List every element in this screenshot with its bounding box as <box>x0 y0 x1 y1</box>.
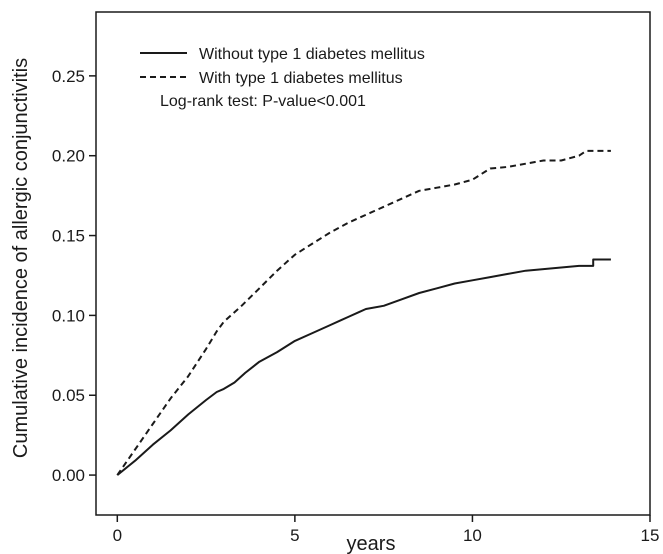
legend-label-without-t1dm: Without type 1 diabetes mellitus <box>199 46 425 63</box>
y-tick-label: 0.25 <box>52 67 85 86</box>
x-tick-label: 10 <box>463 526 482 545</box>
y-tick-label: 0.15 <box>52 227 85 246</box>
x-tick-label: 15 <box>641 526 660 545</box>
series-layer <box>116 149 611 476</box>
y-tick-label: 0.10 <box>52 306 85 325</box>
y-tick-label: 0.00 <box>52 466 85 485</box>
legend-label-with-t1dm: With type 1 diabetes mellitus <box>199 70 403 87</box>
plot-frame <box>95 11 651 516</box>
log-rank-annotation: Log-rank test: P-value<0.001 <box>160 93 366 110</box>
series-line-with-t1dm <box>116 149 611 476</box>
legend: Without type 1 diabetes mellitus With ty… <box>140 46 425 110</box>
x-tick-label: 5 <box>290 526 299 545</box>
series-line-without-t1dm <box>116 258 611 476</box>
y-axis-title: Cumulative incidence of allergic conjunc… <box>10 58 32 458</box>
y-tick-label: 0.20 <box>52 147 85 166</box>
y-tick-label: 0.05 <box>52 386 85 405</box>
y-axis-ticks: 0.00 0.05 0.10 0.15 0.20 0.25 <box>52 67 96 485</box>
x-axis-ticks: 0 5 10 15 <box>113 515 660 545</box>
x-axis-title: years <box>347 533 396 554</box>
x-tick-label: 0 <box>113 526 122 545</box>
